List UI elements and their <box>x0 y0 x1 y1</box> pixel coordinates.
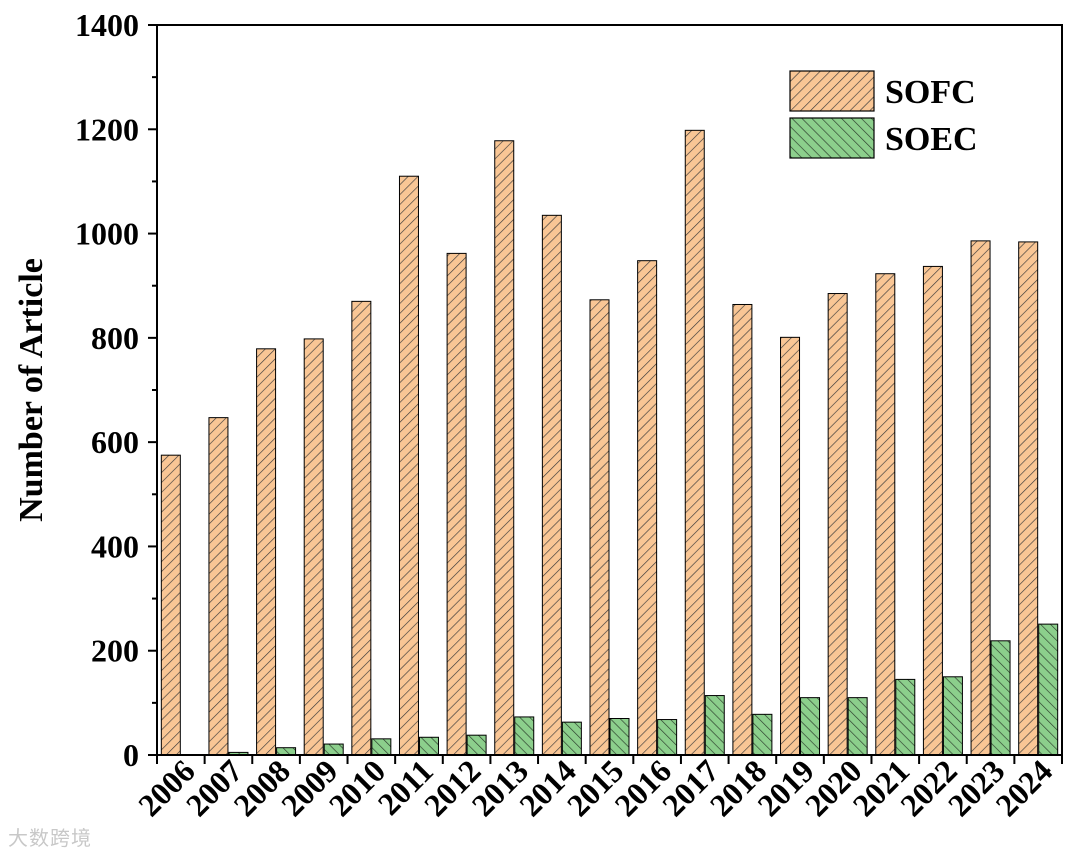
soec-bar-2020 <box>847 697 868 756</box>
soec-bar-2018 <box>752 713 773 756</box>
soec-bar-2008 <box>276 747 297 756</box>
soec-bar-2011 <box>418 736 439 756</box>
y-tick-label-600: 600 <box>91 424 139 460</box>
sofc-bar-2023 <box>970 240 991 756</box>
soec-bar-2016 <box>657 719 678 756</box>
soec-bar-2023 <box>990 640 1011 756</box>
sofc-bar-2006 <box>160 454 181 756</box>
legend: SOFC SOEC <box>789 70 978 159</box>
sofc-bar-2012 <box>446 252 467 756</box>
x-tick-label-2024: 2024 <box>988 752 1059 823</box>
soec-bar-2012 <box>466 734 487 756</box>
sofc-bar-2021 <box>875 273 896 756</box>
watermark: 大数跨境 <box>8 826 92 850</box>
sofc-bar-2010 <box>351 300 372 756</box>
sofc-bar-2022 <box>922 265 943 756</box>
sofc-bar-2018 <box>732 303 753 756</box>
soec-bar-2009 <box>323 743 344 756</box>
soec-bar-2022 <box>942 676 963 756</box>
sofc-bar-2014 <box>541 214 562 756</box>
legend-label-soec: SOEC <box>885 121 978 158</box>
y-tick-label-1400: 1400 <box>75 7 139 43</box>
legend-label-sofc: SOFC <box>885 74 976 111</box>
soec-bar-2015 <box>609 718 630 756</box>
sofc-bar-2016 <box>637 260 658 756</box>
y-tick-label-1000: 1000 <box>75 216 139 252</box>
y-tick-label-0: 0 <box>123 737 139 773</box>
soec-bar-2010 <box>371 738 392 756</box>
legend-swatch-sofc <box>789 70 875 112</box>
y-axis-title: Number of Article <box>13 258 50 522</box>
sofc-bar-2011 <box>398 175 419 756</box>
sofc-bar-2013 <box>494 140 515 756</box>
bars-group <box>160 129 1059 756</box>
soec-bar-2013 <box>514 716 535 756</box>
y-tick-label-1200: 1200 <box>75 111 139 147</box>
soec-bar-2017 <box>704 695 725 756</box>
sofc-bar-2019 <box>780 336 801 756</box>
soec-bar-2014 <box>561 721 582 756</box>
sofc-bar-2009 <box>303 338 324 756</box>
sofc-bar-2008 <box>256 348 277 756</box>
soec-bar-2019 <box>800 697 821 756</box>
sofc-bar-2020 <box>827 293 848 756</box>
soec-bar-2021 <box>895 678 916 756</box>
sofc-bar-2007 <box>208 417 229 756</box>
sofc-bar-2015 <box>589 299 610 756</box>
legend-swatch-soec <box>789 117 875 159</box>
y-tick-label-800: 800 <box>91 320 139 356</box>
y-tick-label-400: 400 <box>91 528 139 564</box>
soec-bar-2024 <box>1038 623 1059 756</box>
sofc-bar-2024 <box>1018 241 1039 756</box>
y-tick-label-200: 200 <box>91 633 139 669</box>
sofc-bar-2017 <box>684 129 705 756</box>
